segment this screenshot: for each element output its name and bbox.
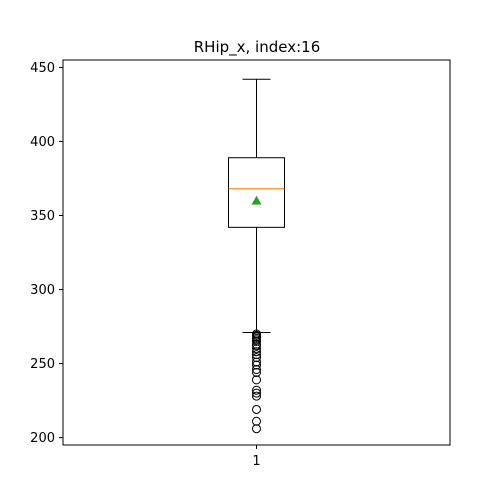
outlier-point (252, 388, 261, 398)
outlier-point (252, 385, 261, 395)
outlier-point (252, 391, 261, 401)
x-tick-label: 1 (252, 454, 260, 469)
chart-marks: 200 250 300 350 400 450 1 (30, 61, 285, 469)
outlier-point (252, 367, 261, 377)
interquartile-box (228, 157, 285, 228)
outlier-point (252, 341, 261, 351)
mean-marker (251, 195, 262, 205)
outlier-point (252, 416, 261, 426)
outlier-point (252, 357, 261, 367)
outlier-point (252, 404, 261, 414)
y-tick-label: 200 (30, 431, 55, 446)
outlier-point (252, 336, 261, 346)
outlier-point (252, 347, 261, 357)
y-tick-label: 350 (30, 209, 55, 224)
outlier-point (252, 364, 261, 374)
y-tick-label: 400 (30, 135, 55, 150)
outlier-point (252, 360, 261, 370)
outlier-point (252, 353, 261, 363)
y-tick-label: 300 (30, 283, 55, 298)
outlier-point (252, 375, 261, 385)
outlier-point (252, 424, 261, 434)
y-tick-label: 450 (30, 61, 55, 76)
outlier-point (252, 344, 261, 354)
y-tick-label: 250 (30, 357, 55, 372)
chart-title: RHip_x, index:16 (194, 38, 320, 57)
outlier-point (252, 350, 261, 360)
